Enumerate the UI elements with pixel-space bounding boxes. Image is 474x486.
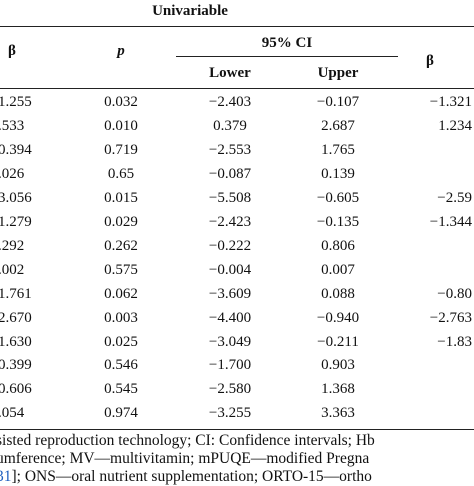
ci-lower-cell: −0.087: [208, 165, 252, 182]
p-value-cell: 0.003: [104, 309, 138, 326]
p-value-cell: 0.032: [104, 94, 138, 110]
ci-upper-cell: 0.088: [321, 285, 355, 302]
p-value-cell: 0.65: [107, 165, 135, 182]
p-value-cell: 0.545: [104, 381, 138, 398]
p-value-cell: 0.010: [104, 117, 138, 134]
citation-link[interactable]: 31: [0, 468, 12, 485]
ci-lower-cell: −3.049: [208, 333, 252, 350]
ci-lower-cell: 0.379: [213, 117, 247, 134]
beta-right-cell: −2.763: [429, 309, 472, 326]
p-value-cell: 0.025: [104, 333, 138, 350]
ci-lower-cell: −2.553: [208, 141, 252, 158]
ci-header: 95% CI: [261, 35, 313, 51]
ci-lower-cell: −2.403: [208, 94, 252, 110]
beta-cell: .054: [0, 405, 25, 422]
beta-right-cell: 1.234: [438, 117, 472, 134]
ci-lower-cell: −0.222: [208, 237, 252, 254]
ci-upper-cell: −0.135: [316, 213, 360, 230]
beta-cell: 2.670: [0, 309, 32, 326]
beta-right-cell: −0.80: [437, 285, 472, 302]
ci-upper-cell: −0.211: [317, 333, 359, 350]
ci-lower-cell: −2.580: [208, 381, 252, 398]
ci-upper-cell: 0.806: [321, 237, 355, 254]
beta-header: β: [8, 43, 16, 59]
ci-lower-cell: −1.700: [208, 357, 252, 374]
beta-cell: 3.056: [0, 189, 32, 206]
ci-upper-cell: −0.107: [316, 94, 360, 110]
ci-upper-cell: 1.765: [321, 141, 355, 158]
beta-right-cell: −2.59: [437, 189, 472, 206]
beta-cell: 1.630: [0, 333, 32, 350]
ci-upper-cell: −0.605: [316, 189, 360, 206]
beta-cell: .002: [0, 261, 25, 278]
ci-upper-cell: 2.687: [321, 117, 355, 134]
ci-lower-cell: −2.423: [208, 213, 252, 230]
ci-lower-cell: −0.004: [208, 261, 252, 278]
p-value-cell: 0.575: [104, 261, 138, 278]
beta-cell: .533: [0, 117, 25, 134]
upper-header: Upper: [317, 65, 359, 81]
footnote-line-3: 31]; ONS—oral nutrient supplementation; …: [0, 467, 372, 486]
header-top-rule: [0, 26, 474, 27]
table-bottom-rule: [0, 429, 474, 430]
univariable-header: Univariable: [152, 3, 228, 19]
beta-right-cell: −1.344: [429, 213, 472, 230]
footnote-line-2: umference; MV—multivitamin; mPUQE—modifi…: [0, 450, 370, 467]
p-value-cell: 0.015: [104, 189, 138, 206]
beta-right-cell: −1.321: [429, 94, 472, 110]
ci-lower-cell: −3.255: [208, 405, 252, 422]
regression-table: Univariable β p 95% CI Lower Upper β 1.2…: [0, 3, 474, 485]
beta-cell: 1.761: [0, 285, 32, 302]
beta-cell: .292: [0, 237, 25, 254]
beta-cell: 1.279: [0, 213, 32, 230]
beta-cell: 0.606: [0, 381, 32, 398]
ci-lower-cell: −3.609: [208, 285, 252, 302]
header-bottom-rule: [0, 88, 474, 89]
beta-right-cell: −1.83: [437, 333, 472, 350]
ci-lower-cell: −4.400: [208, 309, 252, 326]
ci-lower-cell: −5.508: [208, 189, 252, 206]
ci-upper-cell: 3.363: [321, 405, 355, 422]
ci-upper-cell: 0.903: [321, 357, 355, 374]
lower-header: Lower: [209, 65, 251, 81]
ci-upper-cell: 1.368: [321, 381, 355, 398]
p-value-cell: 0.029: [104, 213, 138, 230]
ci-upper-cell: 0.139: [321, 165, 355, 182]
p-value-cell: 0.262: [104, 237, 138, 254]
ci-rule: [176, 56, 398, 57]
p-value-cell: 0.062: [104, 285, 138, 302]
ci-upper-cell: 0.007: [321, 261, 355, 278]
footnote-line-1: sisted reproduction technology; CI: Conf…: [0, 432, 375, 449]
beta-cell: 1.255: [0, 94, 32, 110]
beta-cell: .026: [0, 165, 25, 182]
p-header: p: [117, 43, 125, 59]
beta-right-header: β: [426, 53, 434, 69]
ci-upper-cell: −0.940: [316, 309, 360, 326]
beta-cell: 0.399: [0, 357, 32, 374]
beta-cell: 0.394: [0, 141, 32, 158]
p-value-cell: 0.719: [104, 141, 138, 158]
footnote-line-3-text: ]; ONS—oral nutrient supplementation; OR…: [11, 468, 372, 485]
p-value-cell: 0.546: [104, 357, 138, 374]
p-value-cell: 0.974: [104, 405, 138, 422]
